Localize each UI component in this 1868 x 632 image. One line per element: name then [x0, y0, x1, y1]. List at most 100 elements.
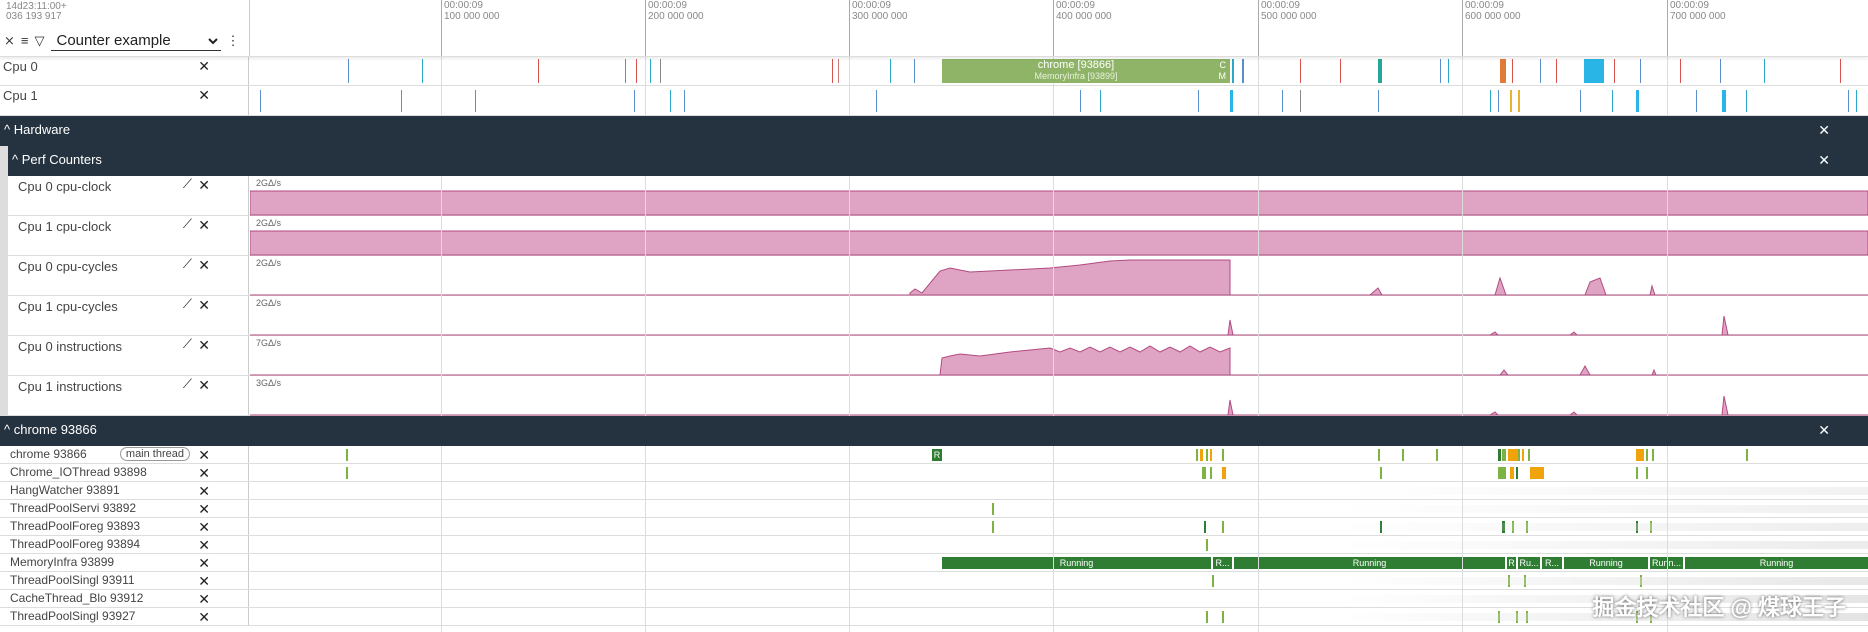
thread-state-running[interactable]: Ru... — [1518, 557, 1540, 569]
cpu-slice[interactable] — [538, 59, 539, 83]
thread-slice[interactable] — [992, 503, 994, 515]
thread-state-running[interactable]: Running — [942, 557, 1211, 569]
cpu-slice[interactable] — [1518, 90, 1520, 112]
thread-track[interactable]: ThreadPoolSingl 93911 ✕ — [0, 572, 1868, 590]
cpu-slice[interactable] — [422, 59, 423, 83]
thread-slice[interactable] — [1212, 575, 1214, 587]
thread-track[interactable]: ThreadPoolForeg 93893 ✕ — [0, 518, 1868, 536]
cpu-slice[interactable] — [1580, 90, 1581, 112]
thread-track[interactable]: HangWatcher 93891 ✕ — [0, 482, 1868, 500]
counter-track[interactable]: Cpu 0 cpu-cycles ⟋ ✕ 2GΔ/s — [0, 256, 1868, 296]
list-icon[interactable]: ≡ — [20, 33, 29, 48]
cpu-slice[interactable] — [1490, 90, 1491, 112]
counter-track[interactable]: Cpu 0 cpu-clock ⟋ ✕ 2GΔ/s — [0, 176, 1868, 216]
cpu-slice[interactable] — [1720, 59, 1721, 83]
thread-slice[interactable] — [1200, 449, 1203, 461]
close-icon[interactable]: ✕ — [198, 555, 210, 571]
thread-track[interactable]: ThreadPoolForeg 93894 ✕ — [0, 536, 1868, 554]
cpu-slice[interactable] — [1242, 59, 1244, 83]
thread-slice[interactable] — [1636, 449, 1644, 461]
trend-icon[interactable]: ⟋ — [182, 336, 192, 351]
cpu-slice[interactable] — [1680, 59, 1681, 83]
cpu-slice[interactable] — [838, 59, 839, 83]
thread-slice[interactable] — [1646, 449, 1648, 461]
thread-slice[interactable] — [1510, 467, 1514, 479]
thread-state-running[interactable]: R — [1507, 557, 1516, 569]
cpu-slice[interactable] — [1300, 90, 1301, 112]
cpu-slice[interactable] — [890, 59, 891, 83]
cpu-slice[interactable] — [914, 59, 915, 83]
trend-icon[interactable]: ⟋ — [182, 296, 192, 311]
close-icon[interactable]: ✕ — [198, 177, 210, 193]
close-icon[interactable]: ✕ — [198, 537, 210, 553]
close-icon[interactable]: ✕ — [198, 447, 210, 463]
thread-slice[interactable] — [1508, 449, 1518, 461]
thread-state-running[interactable]: Running — [1234, 557, 1505, 569]
thread-slice[interactable] — [1498, 449, 1501, 461]
perf-counters-group-header[interactable]: ^ Perf Counters ✕ — [0, 146, 1868, 176]
track-filter-select[interactable]: Counter example — [50, 31, 221, 51]
thread-slice[interactable] — [1518, 449, 1520, 461]
cpu-slice[interactable] — [650, 59, 651, 83]
thread-slice[interactable] — [1652, 449, 1654, 461]
cpu-slice[interactable] — [1584, 59, 1604, 83]
cpu-slice[interactable] — [1448, 59, 1449, 83]
cpu-slice[interactable] — [1500, 59, 1506, 83]
thread-slice[interactable] — [1210, 467, 1212, 479]
thread-slice[interactable] — [1528, 449, 1530, 461]
trend-icon[interactable]: ⟋ — [182, 176, 192, 191]
cpu-slice[interactable] — [1232, 59, 1234, 83]
close-icon[interactable]: ✕ — [198, 337, 210, 353]
cpu-slice[interactable] — [1856, 90, 1857, 112]
close-icon[interactable]: ✕ — [198, 591, 210, 607]
cpu-slice[interactable] — [1556, 59, 1557, 83]
counter-track[interactable]: Cpu 1 instructions ⟋ ✕ 3GΔ/s — [0, 376, 1868, 416]
thread-slice[interactable] — [1204, 521, 1206, 533]
close-icon[interactable]: ✕ — [198, 609, 210, 625]
thread-state-runnable[interactable]: R — [932, 449, 942, 461]
cpu-slice[interactable] — [1378, 90, 1379, 112]
thread-slice[interactable] — [1646, 467, 1648, 479]
cpu1-track[interactable]: Cpu 1 ✕ — [0, 86, 1868, 116]
chevron-up-icon[interactable]: ^ — [4, 422, 11, 437]
cpu-slice[interactable] — [260, 90, 261, 112]
counter-track[interactable]: Cpu 0 instructions ⟋ ✕ 7GΔ/s — [0, 336, 1868, 376]
close-icon[interactable]: ✕ — [198, 519, 210, 535]
thread-slice[interactable] — [1746, 449, 1748, 461]
counter-track[interactable]: Cpu 1 cpu-cycles ⟋ ✕ 2GΔ/s — [0, 296, 1868, 336]
cpu-slice[interactable] — [684, 90, 685, 112]
cpu-slice[interactable] — [348, 59, 349, 83]
thread-slice[interactable] — [1202, 467, 1206, 479]
thread-state-running[interactable]: Running — [1685, 557, 1868, 569]
cpu-slice[interactable] — [1510, 90, 1512, 112]
cpu-slice[interactable] — [636, 59, 637, 83]
close-icon[interactable]: ✕ — [198, 87, 210, 103]
close-icon[interactable]: ✕ — [1818, 152, 1830, 168]
thread-slice[interactable] — [1530, 467, 1544, 479]
thread-slice[interactable] — [992, 521, 994, 533]
thread-slice[interactable] — [1502, 449, 1506, 461]
close-icon[interactable]: ✕ — [198, 297, 210, 313]
cpu-slice[interactable] — [1340, 59, 1341, 83]
close-icon[interactable]: ✕ — [198, 573, 210, 589]
thread-slice[interactable] — [1210, 449, 1212, 461]
thread-slice[interactable] — [346, 467, 348, 479]
close-icon[interactable]: ✕ — [198, 377, 210, 393]
filter-icon[interactable]: ▽ — [34, 33, 45, 48]
close-icon[interactable]: ✕ — [1818, 122, 1830, 138]
thread-track[interactable]: MemoryInfra 93899 ✕ Running R... Running R Ru.… — [0, 554, 1868, 572]
cpu-slice[interactable] — [1540, 59, 1541, 83]
cpu-slice[interactable] — [1440, 59, 1441, 83]
thread-track[interactable]: CacheThread_Blo 93912 ✕ — [0, 590, 1868, 608]
cpu-slice[interactable] — [1198, 90, 1199, 112]
more-vert-icon[interactable]: ⋮ — [226, 33, 240, 48]
cpu-slice[interactable] — [1696, 90, 1697, 112]
chevron-up-icon[interactable]: ^ — [4, 122, 11, 137]
thread-slice[interactable] — [1498, 467, 1506, 479]
trend-icon[interactable]: ⟋ — [182, 376, 192, 391]
cpu-slice[interactable] — [1512, 59, 1513, 83]
cpu-slice[interactable] — [1848, 90, 1849, 112]
cpu-slice[interactable] — [1100, 90, 1101, 112]
thread-slice[interactable] — [1402, 449, 1404, 461]
thread-slice[interactable] — [1522, 449, 1524, 461]
